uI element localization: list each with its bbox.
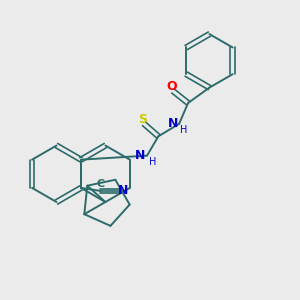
Text: O: O: [167, 80, 177, 93]
Text: H: H: [149, 157, 156, 167]
Text: H: H: [180, 125, 187, 135]
Text: N: N: [167, 117, 178, 130]
Text: C: C: [96, 179, 104, 189]
Text: N: N: [135, 148, 146, 162]
Text: N: N: [118, 184, 128, 197]
Text: S: S: [138, 112, 147, 126]
